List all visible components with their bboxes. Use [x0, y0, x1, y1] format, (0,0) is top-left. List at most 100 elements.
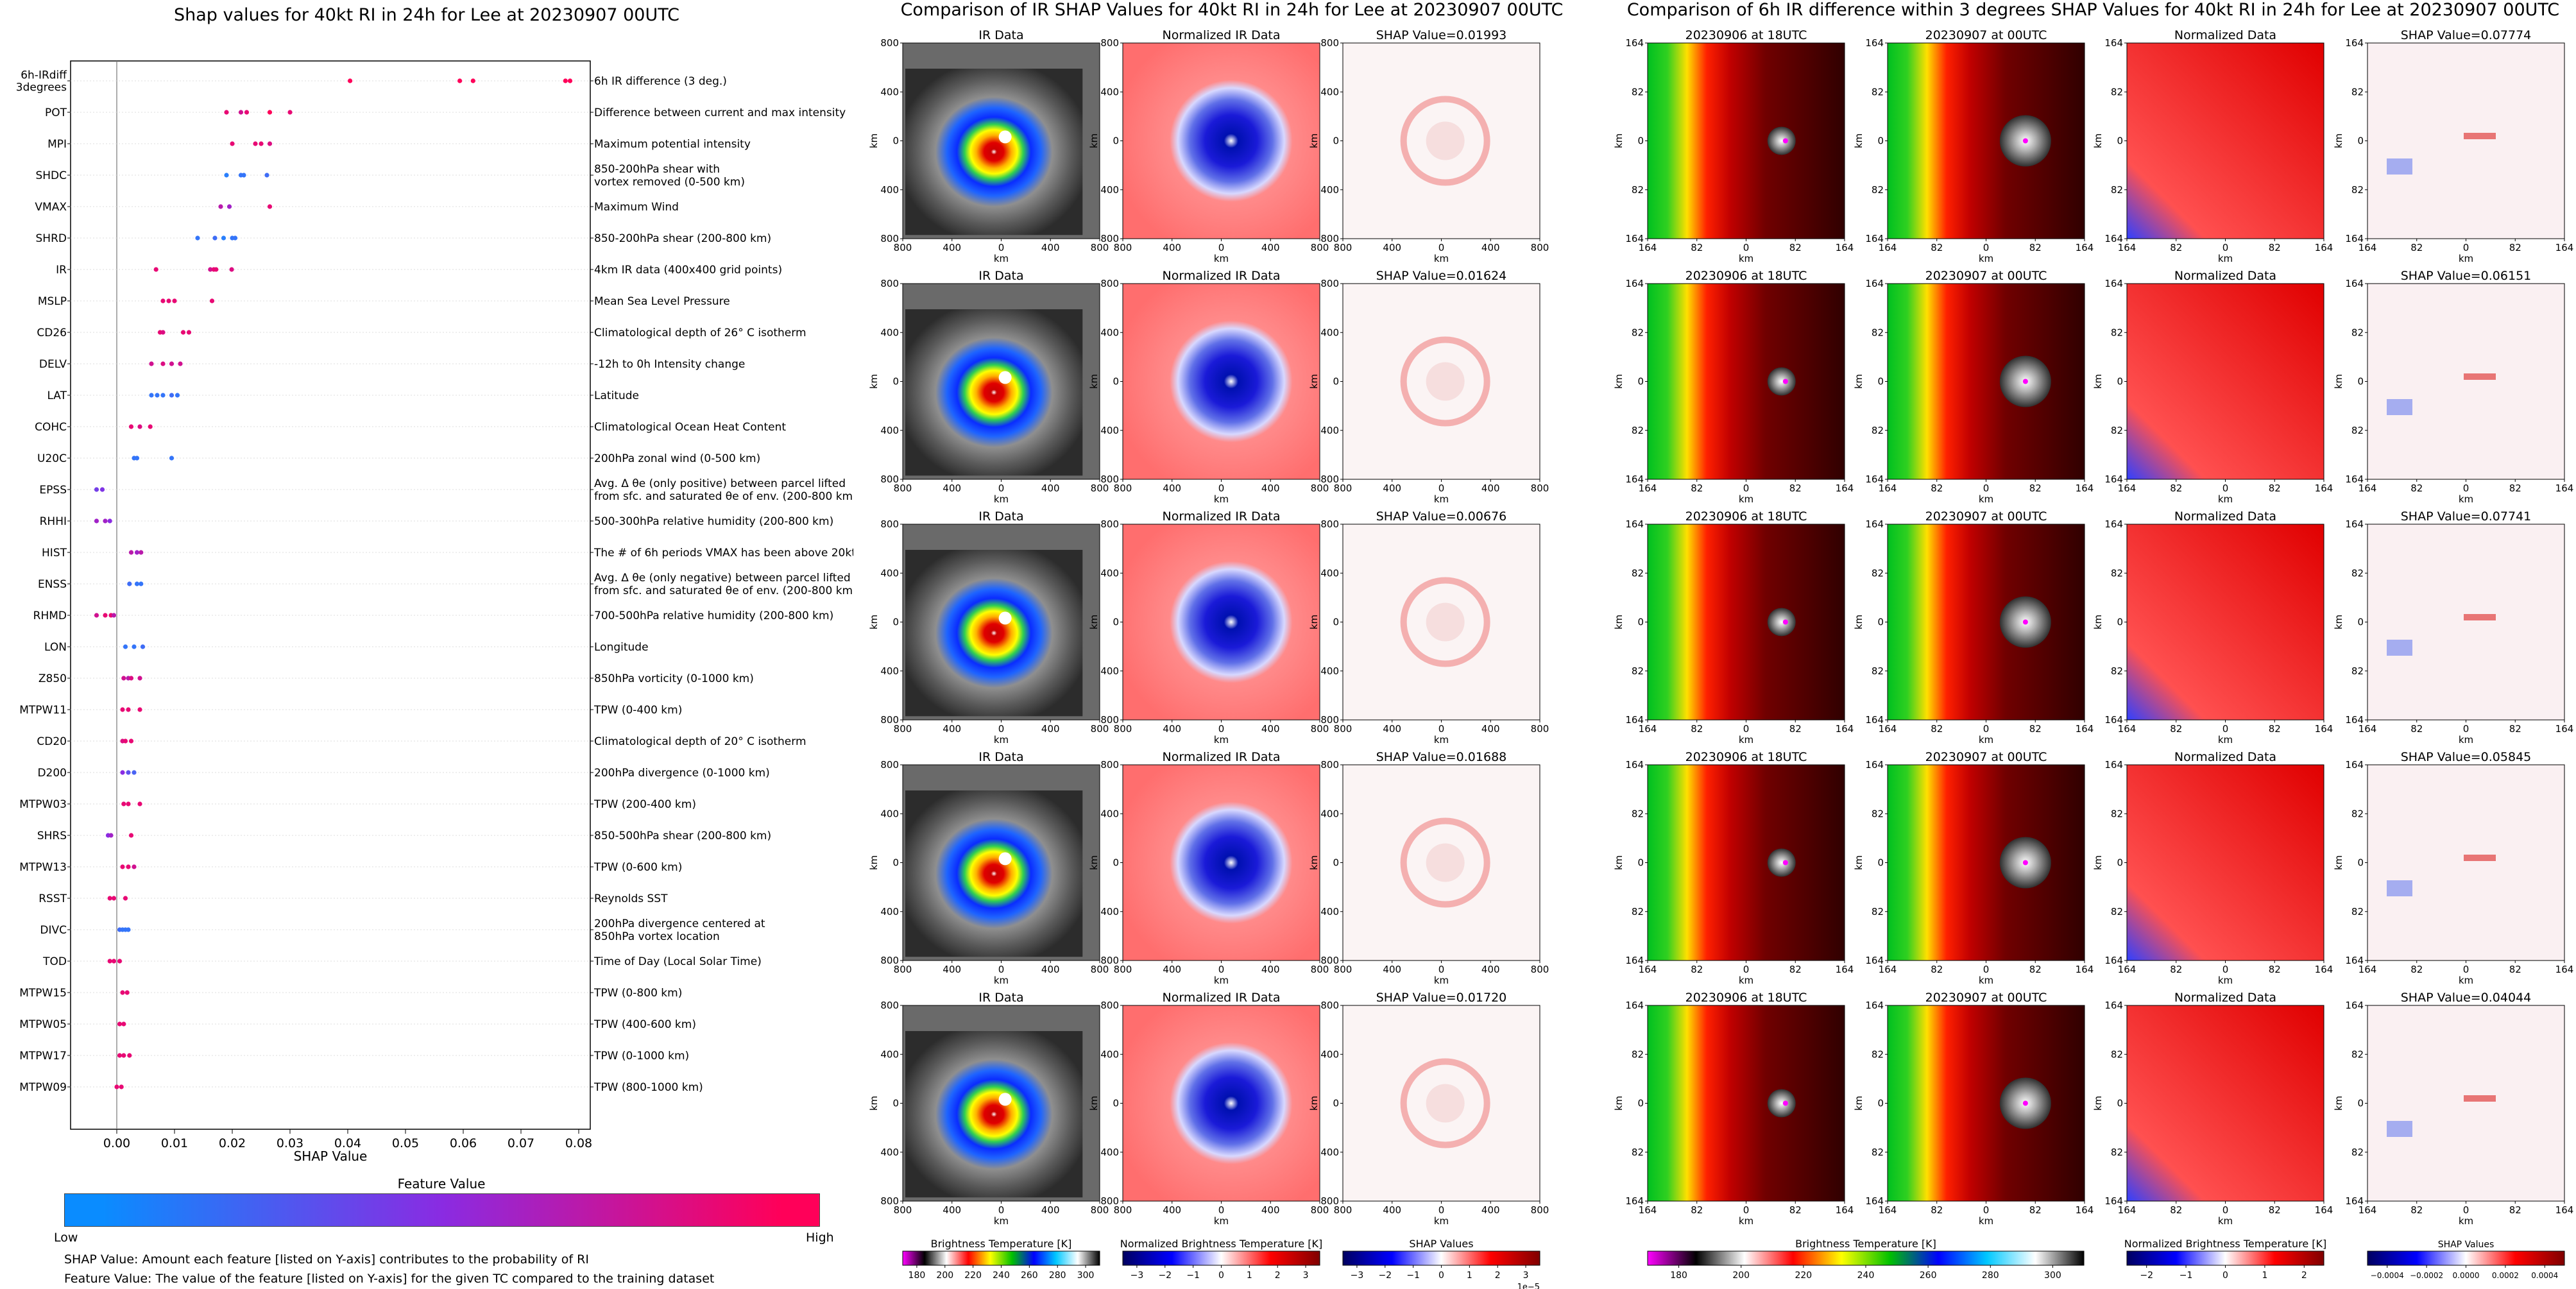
feature-description-label: -12h to 0h Intensity change [594, 358, 745, 371]
shap-point [567, 78, 573, 83]
x-tick-label: 0 [1983, 964, 1990, 975]
feature-description-label: 4km IR data (400x400 grid points) [594, 264, 782, 277]
shap-point [169, 456, 175, 461]
y-tick-label: 164 [1625, 955, 1644, 966]
x-tick-label: 400 [1041, 723, 1060, 735]
shap-point [137, 707, 142, 712]
y-tick-label: 400 [1320, 184, 1339, 196]
ir-shap-title: SHAP Value=0.01993 [1376, 28, 1507, 42]
x-tick-label: 0 [1438, 482, 1445, 494]
y-tick-label: 800 [880, 233, 899, 244]
x-tick-label: 0 [1438, 723, 1445, 735]
y-tick-label: 164 [1865, 233, 1884, 244]
x-tick-label: 400 [1261, 964, 1280, 975]
x-tick-label: 400 [943, 242, 961, 253]
x-axis-label: km [994, 734, 1009, 746]
hurricane-eye-marker [998, 611, 1012, 625]
feature-code-label: MTPW09 [19, 1081, 67, 1094]
x-tick-label: 400 [1261, 242, 1280, 253]
x-tick-label: 400 [1481, 964, 1500, 975]
shap-point [148, 424, 153, 429]
diff-comparison-title: Comparison of 6h IR difference within 3 … [1626, 0, 2560, 20]
x-tick-label: 82 [2029, 964, 2042, 975]
y-tick-label: 0 [1333, 376, 1339, 388]
y-tick-label: 164 [2345, 714, 2364, 726]
normalized-data-image [2127, 524, 2324, 720]
x-tick-label: 400 [1041, 242, 1060, 253]
y-axis-label: km [1853, 1096, 1864, 1111]
y-tick-label: 164 [1865, 474, 1884, 485]
y-tick-label: 400 [1100, 425, 1119, 436]
shap-ring [1400, 577, 1490, 667]
diff-time-title: 20230907 at 00UTC [1925, 28, 2047, 42]
diff-ir-image [1888, 524, 2085, 720]
shap-ring [1400, 1058, 1490, 1148]
y-tick-label: 0 [2117, 376, 2123, 388]
x-tick-label: 0 [1218, 1204, 1225, 1216]
feature-code-label: IR [56, 264, 67, 277]
y-axis-label: km [1613, 1096, 1625, 1111]
diff-time-title: 20230907 at 00UTC [1925, 269, 2047, 283]
feature-code-label: MTPW13 [19, 861, 67, 874]
x-tick-label: 400 [943, 482, 961, 494]
plot-frame [70, 60, 591, 1130]
shap-point [232, 235, 238, 241]
x-tick-label: 800 [1311, 242, 1329, 253]
colorbar-tick-label: 2 [1275, 1270, 1281, 1281]
x-tick-label: 82 [2170, 1204, 2182, 1216]
normalized-ir-image [1123, 765, 1320, 960]
x-tick-label: 800 [1531, 482, 1549, 494]
y-tick-label: 800 [1320, 714, 1339, 726]
y-tick-label: 164 [1865, 759, 1884, 771]
y-tick-label: 400 [880, 327, 899, 338]
feature-code-label: CD26 [37, 327, 67, 339]
shap-point [121, 1021, 126, 1027]
x-tick-label: 82 [2410, 723, 2423, 735]
ir-data-title: IR Data [978, 991, 1023, 1005]
y-tick-label: 164 [1625, 278, 1644, 289]
shap-core [1426, 1084, 1465, 1123]
x-tick-label: 164 [2358, 482, 2377, 494]
y-tick-label: 0 [1333, 857, 1339, 869]
y-tick-label: 82 [1632, 184, 1644, 196]
feature-description-label: Maximum Wind [594, 201, 679, 214]
feature-code-label: VMAX [35, 201, 67, 214]
ir-image [905, 1031, 1083, 1198]
shap-point [94, 487, 99, 492]
feature-description-label: 6h IR difference (3 deg.) [594, 75, 727, 88]
colorbar-offset-label: 1e−5 [1517, 1283, 1540, 1289]
x-axis-label: km [1434, 1215, 1449, 1227]
y-axis-label: km [1308, 133, 1320, 148]
x-tick-label: 0 [2222, 964, 2229, 975]
x-tick-label: 400 [1163, 1204, 1181, 1216]
y-tick-label: 800 [1100, 233, 1119, 244]
feature-description-label: 200hPa zonal wind (0-500 km) [594, 452, 760, 465]
feature-description-label: Maximum potential intensity [594, 138, 751, 151]
shap-point [253, 141, 258, 146]
storm-center-marker [2022, 860, 2028, 866]
x-tick-label: 400 [1163, 723, 1181, 735]
x-axis-label: km [2218, 253, 2233, 264]
normalized-ir-image [1123, 524, 1320, 720]
y-tick-label: 164 [1625, 759, 1644, 771]
colorbar [902, 1251, 1100, 1266]
y-tick-label: 0 [1877, 135, 1884, 147]
colorbar-tick-label: 180 [1670, 1270, 1687, 1281]
x-axis-label: km [1214, 493, 1229, 505]
y-tick-label: 82 [1872, 425, 1884, 436]
ir-image [905, 790, 1083, 957]
y-tick-label: 164 [1625, 37, 1644, 49]
y-tick-label: 82 [2351, 327, 2364, 338]
y-tick-label: 0 [1637, 617, 1644, 628]
x-tick-label: 82 [2509, 964, 2521, 975]
feature-description-label: 850-200hPa shear with [594, 163, 720, 176]
feature-code-label: Z850 [38, 672, 67, 685]
x-tick-label: 82 [1789, 964, 1802, 975]
x-tick-label: 164 [2118, 723, 2137, 735]
shap-point [128, 550, 134, 555]
x-tick-label: 82 [2269, 964, 2281, 975]
y-tick-label: 0 [1113, 617, 1119, 628]
shap-point [226, 204, 232, 209]
x-tick-label: 800 [1334, 482, 1352, 494]
feature-code-label: HIST [42, 547, 67, 559]
